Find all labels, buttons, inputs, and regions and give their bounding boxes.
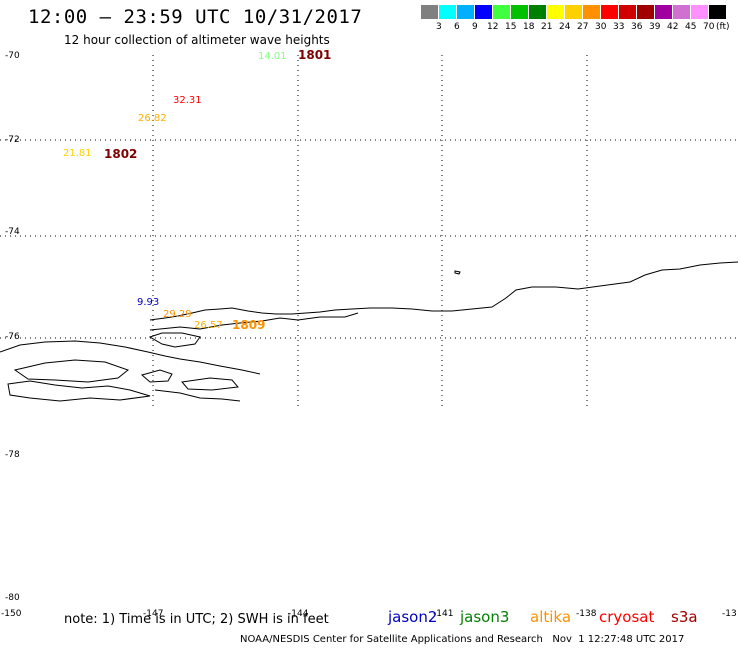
wave-height-label: 26.82: [138, 113, 167, 124]
scale-swatch: [439, 5, 456, 19]
scale-label: 42: [667, 22, 679, 32]
scale-swatch: [709, 5, 726, 19]
coast-inner: [149, 312, 359, 331]
scale-label: 21: [541, 22, 553, 32]
map-subtitle: 12 hour collection of altimeter wave hei…: [64, 33, 330, 47]
scale-label: 24: [559, 22, 571, 32]
footnote: note: 1) Time is in UTC; 2) SWH is in fe…: [64, 612, 329, 627]
mission-s3a: s3a: [671, 608, 698, 626]
x-tick-label: -138: [576, 609, 597, 619]
scale-label: 15: [505, 22, 517, 32]
island-2: [13, 359, 130, 383]
scale-unit: (ft): [716, 22, 730, 32]
scale-swatch: [619, 5, 636, 19]
x-tick-label: -150: [1, 609, 22, 619]
pass-id-label: 1802: [104, 147, 138, 161]
y-tick-label: -74: [5, 227, 20, 237]
mission-cryosat: cryosat: [599, 608, 655, 626]
mission-altika: altika: [530, 608, 572, 626]
scale-label: 33: [613, 22, 625, 32]
x-tick-label: -144: [288, 609, 309, 619]
x-tick-label: -13: [722, 609, 737, 619]
y-tick-label: -72: [5, 135, 20, 145]
scale-label: 12: [487, 22, 499, 32]
scale-swatch: [673, 5, 690, 19]
pass-id-label: 1809: [232, 318, 266, 332]
island-5: [7, 380, 151, 402]
scale-label: 27: [577, 22, 589, 32]
x-tick-label: -141: [433, 609, 454, 619]
scale-swatch: [421, 5, 438, 19]
scale-swatch: [601, 5, 618, 19]
island-3: [140, 369, 173, 383]
scale-swatch: [583, 5, 600, 19]
scale-swatch: [565, 5, 582, 19]
wave-height-label: 32.31: [173, 95, 202, 106]
scale-label: 30: [595, 22, 607, 32]
pass-id-label: 1801: [298, 48, 332, 62]
scale-label: 6: [454, 22, 460, 32]
y-tick-label: -80: [5, 593, 20, 603]
wave-height-label: 9.93: [137, 297, 160, 308]
scale-label: 39: [649, 22, 661, 32]
island-6: [154, 389, 241, 402]
graticule: [0, 55, 738, 408]
scale-label: 3: [436, 22, 442, 32]
scale-swatch: [493, 5, 510, 19]
scale-swatch: [457, 5, 474, 19]
wave-height-label: 21.81: [63, 148, 92, 159]
scale-swatch: [511, 5, 528, 19]
island-1: [148, 332, 201, 348]
credit-line: NOAA/NESDIS Center for Satellite Applica…: [240, 634, 685, 645]
x-tick-label: -147: [143, 609, 164, 619]
wave-height-label: 29.29: [163, 309, 192, 320]
y-tick-label: -70: [5, 51, 20, 61]
scale-swatch: [655, 5, 672, 19]
scale-label: 70: [703, 22, 715, 32]
scale-swatch: [475, 5, 492, 19]
island-4: [181, 377, 239, 391]
scale-label: 9: [472, 22, 478, 32]
scale-swatch: [637, 5, 654, 19]
scale-swatch: [529, 5, 546, 19]
scale-label: 45: [685, 22, 697, 32]
y-tick-label: -76: [5, 332, 20, 342]
wave-height-label: 26.57: [194, 320, 223, 331]
scale-swatch: [691, 5, 708, 19]
coastline: [0, 261, 739, 402]
ice-shelf-edge: [149, 261, 739, 321]
mission-jason3: jason3: [460, 608, 510, 626]
map-title: 12:00 – 23:59 UTC 10/31/2017: [28, 6, 363, 28]
y-tick-label: -78: [5, 450, 20, 460]
islet: [454, 270, 461, 275]
scale-label: 36: [631, 22, 643, 32]
scale-swatch: [547, 5, 564, 19]
wave-height-label: 14.01: [258, 51, 287, 62]
coast-west: [0, 340, 261, 375]
mission-jason2: jason2: [388, 608, 438, 626]
scale-label: 18: [523, 22, 535, 32]
